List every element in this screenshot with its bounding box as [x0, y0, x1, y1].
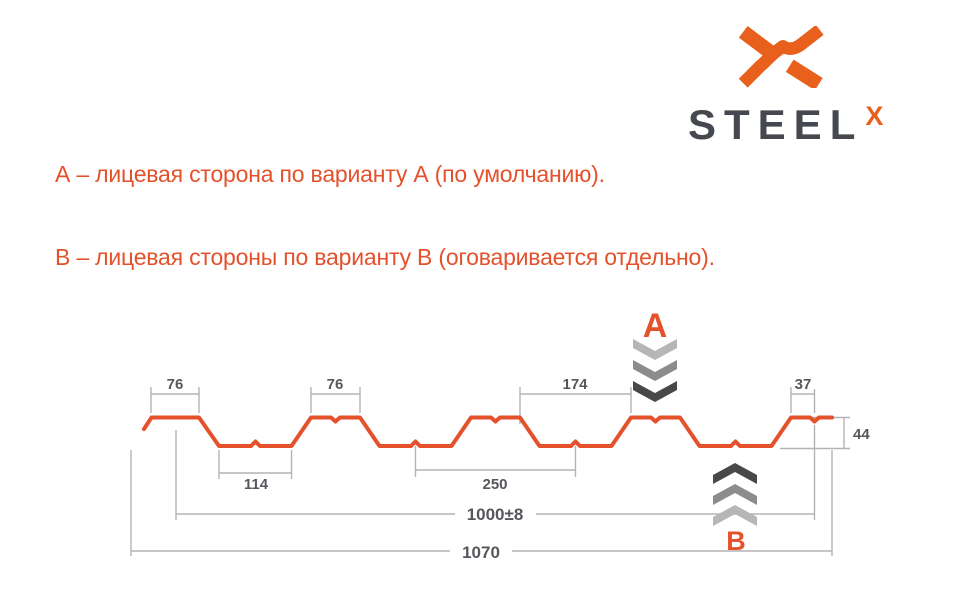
brand-name-sup-x: X: [865, 101, 884, 131]
note-variant-a: А – лицевая сторона по варианту А (по ум…: [55, 161, 605, 187]
logo-arm-top-left: [738, 26, 775, 58]
marker-b-label: В: [726, 526, 746, 556]
logo-arm-bottom-right: [785, 59, 823, 88]
chevrons-up-b-icon: [713, 463, 757, 526]
steelx-logo-icon: [738, 26, 824, 88]
dim-label-valley: 114: [244, 476, 269, 493]
chevron-down-dark: [633, 381, 677, 402]
chevron-down-light: [633, 339, 677, 360]
chevron-down-mid: [633, 360, 677, 381]
dim-label-crest1: 76: [167, 376, 184, 393]
brand-name-text: STEEL: [688, 101, 864, 148]
brand-logo: STEELX: [676, 15, 936, 155]
dim-label-cover-width: 1000±8: [467, 505, 524, 524]
chevron-up-dark: [713, 463, 757, 484]
marker-a-label: А: [643, 307, 668, 345]
brand-name: STEELX: [688, 101, 884, 148]
note-variant-b: В – лицевая стороны по варианту В (огова…: [55, 244, 715, 270]
dim-label-height: 44: [853, 426, 870, 443]
dim-label-crest2: 76: [327, 376, 344, 393]
chevrons-down-a-icon: [633, 339, 677, 402]
dim-label-total-width: 1070: [462, 543, 500, 562]
dim-label-valley-pitch: 250: [482, 476, 507, 493]
dim-extension-lines: [130, 387, 833, 556]
dim-label-edge: 37: [795, 376, 812, 393]
dim-label-rib-pitch: 174: [562, 376, 588, 393]
logo-s-band: [738, 26, 824, 88]
chevron-up-mid: [713, 484, 757, 505]
profile-outline: [142, 415, 834, 448]
chevron-up-light: [713, 505, 757, 526]
